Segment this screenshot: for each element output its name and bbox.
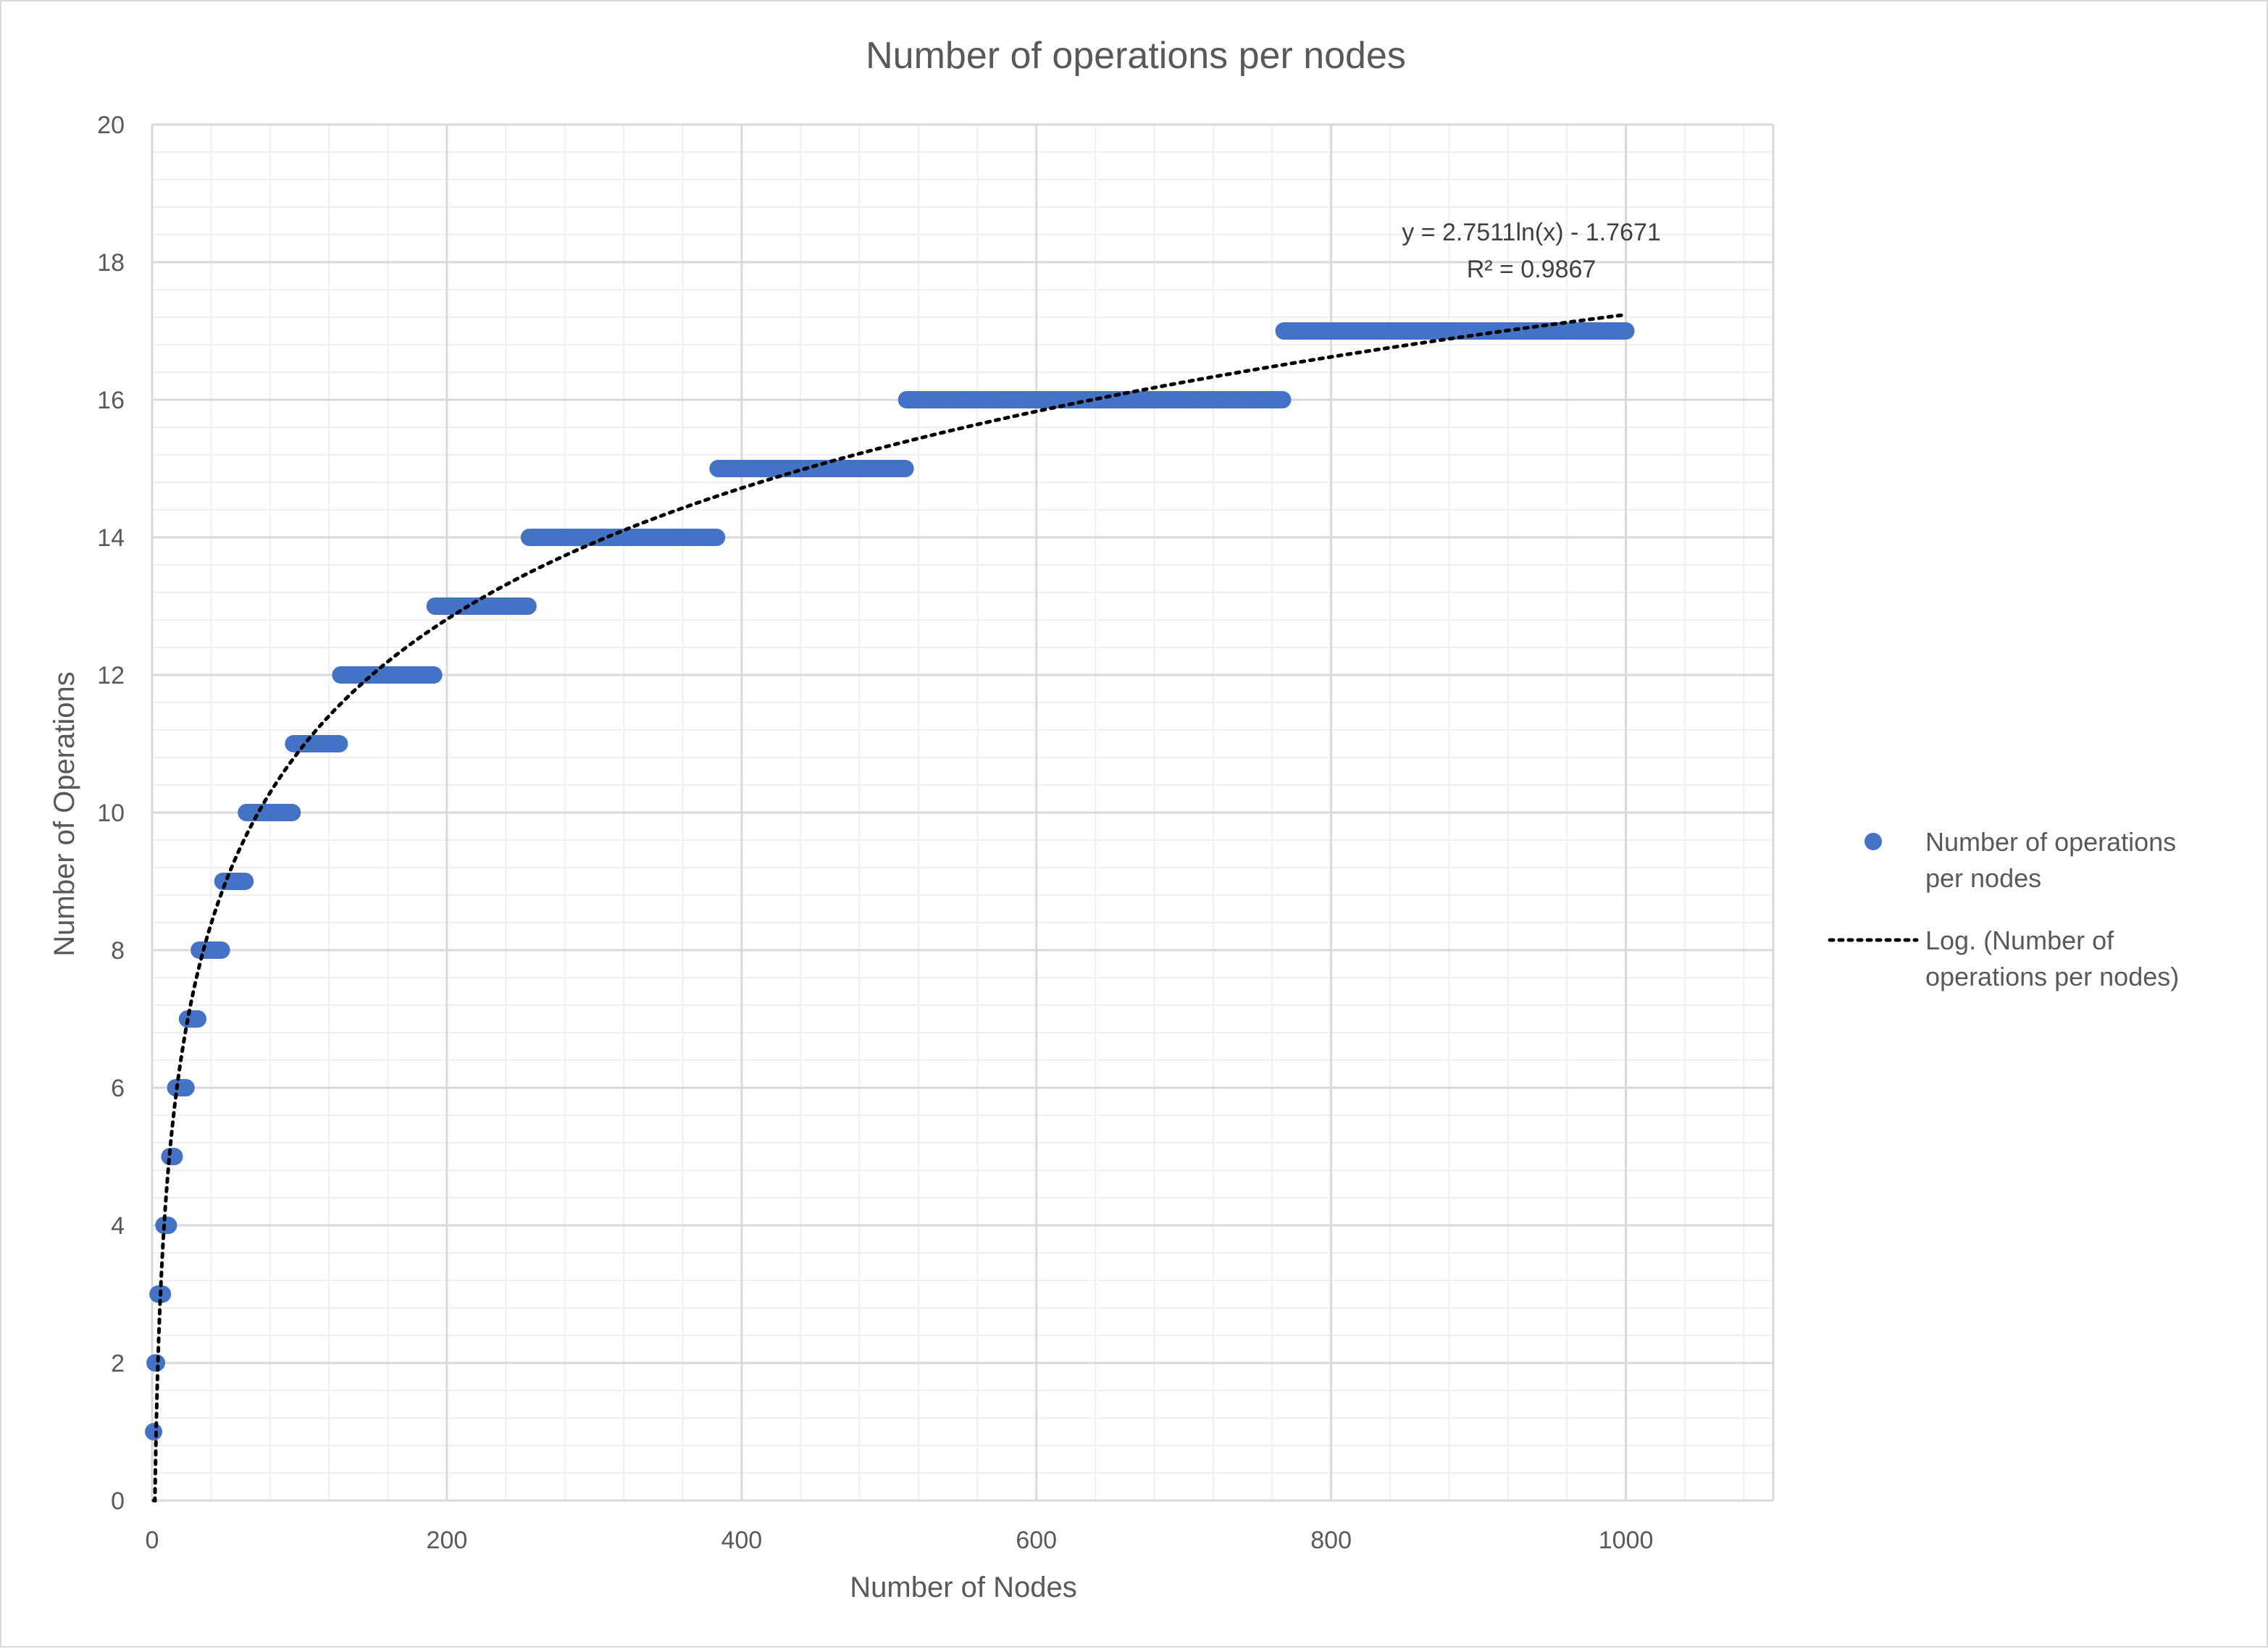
data-points: [145, 322, 1635, 1440]
y-tick-labels: 0 2 4 6 8 10 12 14 16 18 20: [97, 112, 125, 1515]
data-point: [519, 597, 537, 615]
y-tick-label: 14: [97, 524, 125, 552]
trendline-r2: R² = 0.9867: [1467, 256, 1597, 283]
y-tick-label: 16: [97, 387, 125, 414]
data-point: [159, 1217, 177, 1234]
trendline: [151, 313, 1628, 1503]
legend: Number of operations per nodes Log. (Num…: [1828, 827, 2183, 991]
y-tick-label: 20: [97, 112, 125, 139]
x-tick-label: 800: [1310, 1527, 1352, 1554]
data-point: [148, 1354, 166, 1372]
data-point: [896, 460, 914, 477]
legend-series-marker: [1865, 833, 1882, 850]
x-tick-label: 1000: [1599, 1527, 1654, 1554]
x-tick-label: 600: [1016, 1527, 1057, 1554]
data-point: [177, 1079, 195, 1096]
data-point: [145, 1423, 163, 1440]
data-point: [283, 804, 301, 821]
grid-major: [151, 123, 1775, 1502]
data-point: [154, 1285, 172, 1303]
data-point: [189, 1010, 207, 1028]
legend-series-label: Number of operations per nodes: [1925, 827, 2183, 893]
data-point: [1273, 391, 1292, 408]
chart-title: Number of operations per nodes: [866, 35, 1406, 77]
y-tick-label: 10: [97, 800, 125, 827]
data-point: [424, 666, 443, 684]
legend-series-label-line1: Number of operations: [1925, 827, 2176, 857]
y-tick-label: 0: [111, 1488, 125, 1515]
legend-trendline-label: Log. (Number of operations per nodes): [1925, 926, 2179, 991]
x-tick-labels: 0 200 400 600 800 1000: [146, 1527, 1654, 1554]
y-tick-label: 18: [97, 249, 125, 277]
data-point: [708, 529, 726, 546]
y-axis-title: Number of Operations: [49, 671, 80, 957]
data-point: [212, 941, 230, 959]
data-point: [330, 735, 348, 752]
x-axis-title: Number of Nodes: [850, 1572, 1076, 1603]
x-tick-label: 0: [146, 1527, 159, 1554]
trendline-equation: y = 2.7511ln(x) - 1.7671: [1402, 219, 1661, 246]
legend-trendline-label-line1: Log. (Number of: [1925, 926, 2114, 955]
y-tick-label: 8: [111, 937, 125, 965]
legend-trendline-label-line2: operations per nodes): [1925, 962, 2179, 991]
x-tick-label: 400: [721, 1527, 762, 1554]
x-tick-label: 200: [427, 1527, 468, 1554]
legend-series-label-line2: per nodes: [1925, 863, 2041, 893]
y-tick-label: 12: [97, 662, 125, 689]
data-point: [236, 873, 254, 890]
y-tick-label: 2: [111, 1350, 125, 1377]
y-tick-label: 6: [111, 1075, 125, 1102]
data-point: [1617, 322, 1635, 340]
y-tick-label: 4: [111, 1212, 125, 1240]
